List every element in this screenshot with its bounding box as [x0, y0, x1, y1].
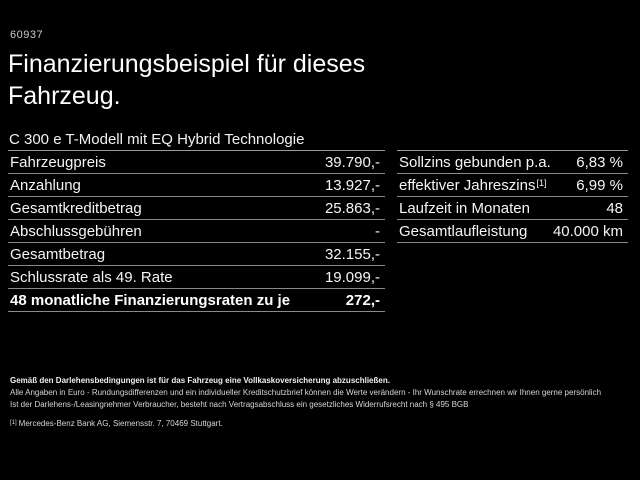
table-row-anzahlung: Anzahlung 13.927,-	[8, 174, 385, 197]
footnote-marker: [1]	[10, 420, 17, 426]
disclaimer-line-3: Ist der Darlehens-/Leasingnehmer Verbrau…	[10, 400, 469, 409]
row-value: 25.863,-	[324, 199, 380, 217]
footnote-text: Mercedes-Benz Bank AG, Siemensstr. 7, 70…	[18, 419, 223, 428]
row-value: 48	[606, 199, 623, 217]
table-row-gesamtlaufleistung: Gesamtlaufleistung 40.000 km	[397, 220, 628, 243]
row-label: Schlussrate als 49. Rate	[10, 268, 173, 286]
offer-id: 60937	[10, 29, 44, 41]
row-label: Sollzins gebunden p.a.	[399, 153, 551, 171]
table-row-fahrzeugpreis: Fahrzeugpreis 39.790,-	[8, 151, 385, 174]
row-label: 48 monatliche Finanzierungsraten zu je	[10, 291, 291, 309]
row-value: 6,83 %	[576, 153, 623, 171]
row-value: -	[375, 222, 380, 240]
row-value: 13.927,-	[324, 176, 380, 194]
row-label-text: effektiver Jahreszins	[399, 176, 536, 194]
page-title: Finanzierungsbeispiel für dieses Fahrzeu…	[8, 50, 366, 110]
table-row-abschlussgebuehren: Abschlussgebühren -	[8, 220, 385, 243]
footnote-reference: [1]	[536, 177, 547, 188]
table-row-monatsrate: 48 monatliche Finanzierungsraten zu je 2…	[8, 289, 385, 312]
finance-table: Fahrzeugpreis 39.790,- Anzahlung 13.927,…	[8, 150, 385, 312]
footer-disclaimer: Gemäß den Darlehensbedingungen ist für d…	[10, 375, 640, 411]
vehicle-model-subtitle: C 300 e T-Modell mit EQ Hybrid Technolog…	[9, 131, 305, 148]
table-row-gesamtbetrag: Gesamtbetrag 32.155,-	[8, 243, 385, 266]
row-label: Abschlussgebühren	[10, 222, 142, 240]
row-value: 6,99 %	[576, 176, 623, 194]
row-label: Laufzeit in Monaten	[399, 199, 530, 217]
row-label: Gesamtlaufleistung	[399, 222, 528, 240]
row-label: Fahrzeugpreis	[10, 153, 106, 171]
row-label: effektiver Jahreszins[1]	[399, 177, 546, 194]
row-value: 39.790,-	[324, 153, 380, 171]
disclaimer-bold-note: Gemäß den Darlehensbedingungen ist für d…	[10, 376, 390, 385]
row-value: 272,-	[345, 291, 380, 309]
table-row-sollzins: Sollzins gebunden p.a. 6,83 %	[397, 151, 628, 174]
row-value: 40.000 km	[552, 222, 623, 240]
row-value: 32.155,-	[324, 245, 380, 263]
conditions-table: Sollzins gebunden p.a. 6,83 % effektiver…	[397, 150, 628, 243]
table-row-laufzeit: Laufzeit in Monaten 48	[397, 197, 628, 220]
table-row-schlussrate: Schlussrate als 49. Rate 19.099,-	[8, 266, 385, 289]
row-label: Gesamtkreditbetrag	[10, 199, 142, 217]
disclaimer-line-2: Alle Angaben in Euro - Rundungsdifferenz…	[10, 388, 602, 397]
row-label: Gesamtbetrag	[10, 245, 106, 263]
row-label: Anzahlung	[10, 176, 81, 194]
row-value: 19.099,-	[324, 268, 380, 286]
table-row-effektiver-jahreszins: effektiver Jahreszins[1] 6,99 %	[397, 174, 628, 197]
table-row-gesamtkreditbetrag: Gesamtkreditbetrag 25.863,-	[8, 197, 385, 220]
footnote-bank-address: [1] Mercedes-Benz Bank AG, Siemensstr. 7,…	[10, 419, 223, 428]
